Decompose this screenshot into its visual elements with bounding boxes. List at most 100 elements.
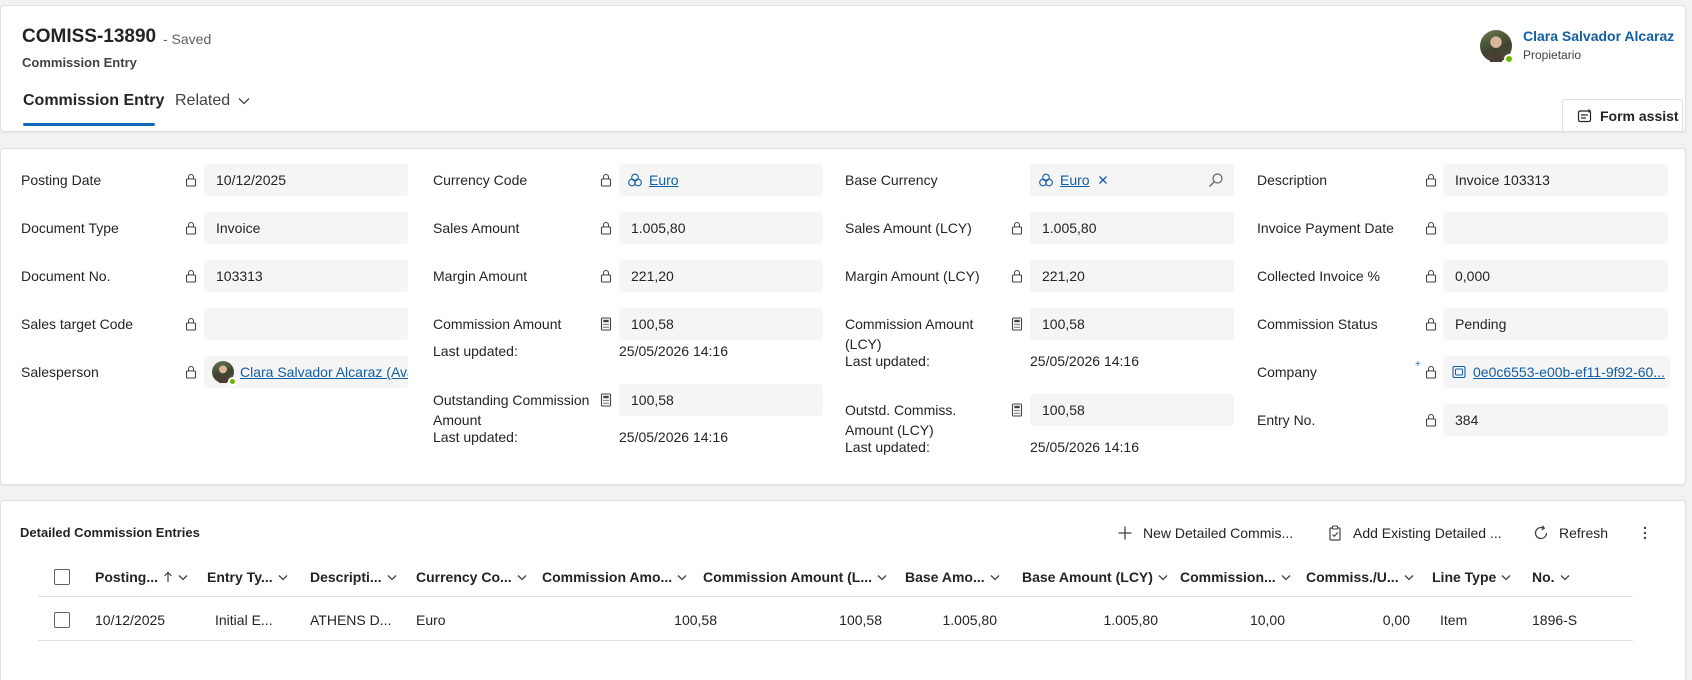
sales-target-code-value xyxy=(204,308,408,340)
salesperson-value-box: Clara Salvador Alcaraz (Avai xyxy=(204,356,408,388)
base-currency-link[interactable]: Euro xyxy=(1060,172,1090,188)
refresh-button[interactable]: Refresh xyxy=(1533,521,1608,545)
commission-amount-label: Commission Amount xyxy=(433,316,562,332)
owner-avatar[interactable] xyxy=(1480,30,1514,64)
calculator-icon xyxy=(600,317,612,331)
refresh-icon xyxy=(1534,525,1548,540)
calculator-icon xyxy=(1011,403,1023,417)
last-updated-label: Last updated: xyxy=(433,429,518,445)
column-header-no[interactable]: No. xyxy=(1532,557,1570,597)
lock-icon xyxy=(185,221,197,235)
form-assist-button[interactable]: Form assist xyxy=(1562,99,1683,131)
column-header-commission-amount[interactable]: Commission Amo... xyxy=(542,557,687,597)
outstd-commiss-lcy-value: 100,58 xyxy=(1030,394,1234,426)
search-icon[interactable] xyxy=(1208,172,1224,188)
field-column-2: Currency Code Euro Sales Amount 1.005,80… xyxy=(413,149,823,484)
column-header-line-type[interactable]: Line Type xyxy=(1432,557,1511,597)
posting-date-label: Posting Date xyxy=(21,172,102,188)
base-currency-value-box[interactable]: Euro xyxy=(1030,164,1234,196)
column-header-commission-pct[interactable]: Commission... xyxy=(1180,557,1291,597)
column-header-label: No. xyxy=(1532,569,1555,585)
column-header-base-amount-lcy[interactable]: Base Amount (LCY) xyxy=(1022,557,1168,597)
column-header-description[interactable]: Descripti... xyxy=(310,557,397,597)
column-header-label: Base Amo... xyxy=(905,569,985,585)
last-updated-label: Last updated: xyxy=(433,343,518,359)
field-column-1: Posting Date 10/12/2025 Document Type In… xyxy=(1,149,411,484)
calculator-icon xyxy=(600,393,612,407)
salesperson-avatar xyxy=(212,361,237,386)
active-tab-indicator xyxy=(23,123,155,126)
column-header-posting-date[interactable]: Posting... xyxy=(95,557,188,597)
label-line-2: Amount xyxy=(433,412,482,428)
lock-icon xyxy=(1425,221,1437,235)
add-existing-icon xyxy=(1329,525,1341,541)
tab-commission-entry[interactable]: Commission Entry xyxy=(23,92,165,109)
document-no-label: Document No. xyxy=(21,268,111,284)
column-header-label: Descripti... xyxy=(310,569,382,585)
entry-no-label: Entry No. xyxy=(1257,412,1316,428)
outstd-commiss-lcy-label: Outstd. Commiss. Amount (LCY) xyxy=(845,400,1015,440)
column-header-commiss-per-unit[interactable]: Commiss./U... xyxy=(1306,557,1414,597)
select-all-checkbox[interactable] xyxy=(54,569,70,585)
refresh-label: Refresh xyxy=(1559,525,1609,541)
entry-no-value: 384 xyxy=(1443,404,1668,436)
grid-header-row: Posting... Entry Ty... Descripti... Curr… xyxy=(38,557,1633,597)
outstanding-commission-value: 100,58 xyxy=(619,384,823,416)
lock-icon xyxy=(185,365,197,379)
invoice-payment-date-label: Invoice Payment Date xyxy=(1257,220,1394,236)
more-commands-button[interactable] xyxy=(1637,521,1653,545)
column-header-base-amount[interactable]: Base Amo... xyxy=(905,557,1000,597)
company-record-icon xyxy=(1452,365,1466,379)
column-header-label: Commission... xyxy=(1180,569,1276,585)
record-title: COMISS-13890 xyxy=(22,26,157,47)
lock-icon xyxy=(600,173,612,187)
chevron-down-icon xyxy=(677,574,687,580)
currency-code-link[interactable]: Euro xyxy=(649,172,679,188)
salesperson-link[interactable]: Clara Salvador Alcaraz (Avai xyxy=(240,364,408,380)
column-header-currency-code[interactable]: Currency Co... xyxy=(416,557,527,597)
column-header-entry-type[interactable]: Entry Ty... xyxy=(207,557,288,597)
form-assist-icon xyxy=(1577,108,1592,122)
cell-commiss-per-unit: 0,00 xyxy=(1382,612,1410,628)
new-detailed-commission-label: New Detailed Commis... xyxy=(1143,525,1294,541)
chevron-down-icon xyxy=(278,574,288,580)
owner-name-link[interactable]: Clara Salvador Alcaraz xyxy=(1523,28,1675,44)
subgrid-title: Detailed Commission Entries xyxy=(20,525,200,540)
lock-icon xyxy=(1425,365,1437,379)
chevron-down-icon xyxy=(1404,574,1414,580)
column-header-label: Entry Ty... xyxy=(207,569,273,585)
lock-icon xyxy=(1011,269,1023,283)
lock-icon xyxy=(1011,221,1023,235)
new-detailed-commission-button[interactable]: New Detailed Commis... xyxy=(1117,521,1293,545)
save-status: - Saved xyxy=(163,31,212,47)
recommended-indicator-icon: + xyxy=(1415,359,1421,370)
collected-invoice-pct-value: 0,000 xyxy=(1443,260,1668,292)
chevron-down-icon xyxy=(990,574,1000,580)
entity-lookup-icon xyxy=(628,173,642,187)
sales-amount-label: Sales Amount xyxy=(433,220,520,236)
commission-amount-value: 100,58 xyxy=(619,308,823,340)
column-header-commission-amount-lcy[interactable]: Commission Amount (L... xyxy=(703,557,887,597)
owner-role: Propietario xyxy=(1523,48,1582,62)
lock-icon xyxy=(600,269,612,283)
lock-icon xyxy=(185,173,197,187)
last-updated-value: 25/05/2026 14:16 xyxy=(619,343,728,359)
cell-currency-code-link[interactable]: Euro xyxy=(416,612,446,628)
company-link[interactable]: 0e0c6553-e00b-ef11-9f92-60... xyxy=(1473,364,1665,380)
last-updated-value: 25/05/2026 14:16 xyxy=(1030,353,1139,369)
table-row[interactable]: 10/12/2025 Initial E... ATHENS D... Euro… xyxy=(38,599,1633,641)
add-icon xyxy=(1118,526,1132,540)
description-value: Invoice 103313 xyxy=(1443,164,1668,196)
general-section: Posting Date 10/12/2025 Document Type In… xyxy=(0,148,1686,485)
cell-base-amount: 1.005,80 xyxy=(942,612,998,628)
commission-amount-lcy-value: 100,58 xyxy=(1030,308,1234,340)
clear-icon[interactable] xyxy=(1098,175,1108,185)
row-select-checkbox[interactable] xyxy=(54,612,70,628)
tab-related[interactable]: Related xyxy=(175,92,250,110)
document-type-label: Document Type xyxy=(21,220,119,236)
currency-code-value-box: Euro xyxy=(619,164,823,196)
commission-amount-lcy-label: Commission Amount (LCY) xyxy=(845,314,1015,354)
add-existing-detailed-button[interactable]: Add Existing Detailed ... xyxy=(1327,521,1502,545)
column-header-label: Currency Co... xyxy=(416,569,512,585)
collected-invoice-pct-label: Collected Invoice % xyxy=(1257,268,1380,284)
